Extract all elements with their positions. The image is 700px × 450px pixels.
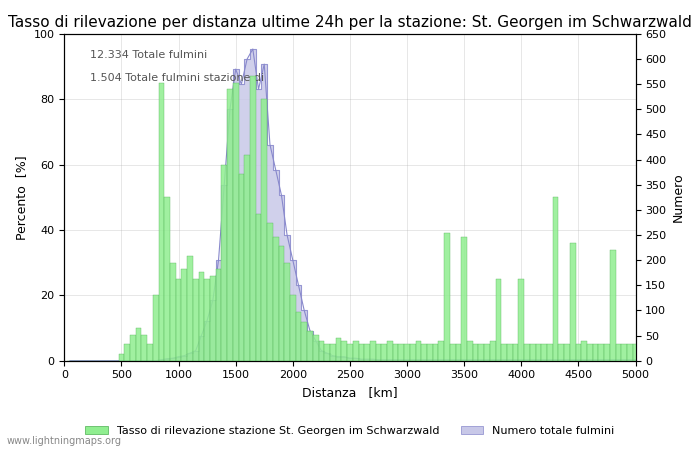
- Bar: [570, 243, 575, 361]
- Bar: [575, 344, 581, 361]
- Bar: [461, 237, 467, 361]
- Bar: [376, 344, 382, 361]
- Bar: [302, 321, 307, 361]
- Bar: [393, 344, 398, 361]
- Bar: [553, 198, 559, 361]
- Bar: [444, 233, 450, 361]
- Bar: [273, 237, 279, 361]
- Bar: [622, 344, 627, 361]
- Bar: [176, 279, 181, 361]
- Bar: [587, 344, 593, 361]
- Bar: [370, 341, 376, 361]
- Bar: [353, 341, 358, 361]
- Bar: [164, 198, 170, 361]
- Bar: [416, 341, 421, 361]
- Bar: [484, 344, 490, 361]
- Bar: [158, 83, 164, 361]
- Bar: [541, 344, 547, 361]
- Bar: [250, 76, 255, 361]
- Bar: [239, 175, 244, 361]
- Bar: [479, 344, 484, 361]
- Bar: [410, 344, 416, 361]
- Bar: [536, 344, 541, 361]
- Bar: [313, 335, 319, 361]
- Bar: [490, 341, 496, 361]
- Bar: [181, 269, 187, 361]
- Bar: [125, 344, 130, 361]
- Bar: [347, 344, 353, 361]
- Bar: [130, 335, 136, 361]
- Bar: [438, 341, 444, 361]
- Bar: [136, 328, 141, 361]
- Bar: [141, 335, 147, 361]
- X-axis label: Distanza   [km]: Distanza [km]: [302, 386, 398, 399]
- Bar: [398, 344, 404, 361]
- Bar: [559, 344, 564, 361]
- Bar: [279, 246, 284, 361]
- Bar: [210, 276, 216, 361]
- Bar: [256, 214, 261, 361]
- Bar: [233, 83, 239, 361]
- Bar: [307, 331, 313, 361]
- Bar: [261, 99, 267, 361]
- Bar: [382, 344, 387, 361]
- Bar: [244, 155, 250, 361]
- Bar: [627, 344, 633, 361]
- Bar: [450, 344, 456, 361]
- Bar: [615, 344, 622, 361]
- Bar: [187, 256, 192, 361]
- Text: 1.504 Totale fulmini stazione di: 1.504 Totale fulmini stazione di: [90, 73, 264, 83]
- Bar: [473, 344, 479, 361]
- Bar: [147, 344, 153, 361]
- Bar: [427, 344, 433, 361]
- Bar: [295, 312, 302, 361]
- Bar: [153, 295, 158, 361]
- Bar: [336, 338, 342, 361]
- Bar: [330, 344, 336, 361]
- Bar: [519, 279, 524, 361]
- Bar: [633, 344, 638, 361]
- Y-axis label: Numero: Numero: [672, 172, 685, 222]
- Bar: [216, 269, 221, 361]
- Bar: [342, 341, 347, 361]
- Bar: [593, 344, 598, 361]
- Title: Tasso di rilevazione per distanza ultime 24h per la stazione: St. Georgen im Sch: Tasso di rilevazione per distanza ultime…: [8, 15, 692, 30]
- Text: www.lightningmaps.org: www.lightningmaps.org: [7, 436, 122, 446]
- Bar: [501, 344, 507, 361]
- Bar: [507, 344, 513, 361]
- Bar: [364, 344, 370, 361]
- Bar: [221, 165, 227, 361]
- Bar: [204, 279, 210, 361]
- Bar: [404, 344, 410, 361]
- Bar: [421, 344, 427, 361]
- Bar: [227, 90, 233, 361]
- Y-axis label: Percento  [%]: Percento [%]: [15, 155, 28, 240]
- Bar: [496, 279, 501, 361]
- Bar: [547, 344, 553, 361]
- Bar: [387, 341, 393, 361]
- Bar: [267, 224, 273, 361]
- Text: 12.334 Totale fulmini: 12.334 Totale fulmini: [90, 50, 207, 60]
- Bar: [358, 344, 364, 361]
- Bar: [524, 344, 530, 361]
- Bar: [610, 250, 615, 361]
- Bar: [604, 344, 610, 361]
- Bar: [290, 295, 295, 361]
- Bar: [284, 263, 290, 361]
- Bar: [199, 273, 204, 361]
- Bar: [433, 344, 438, 361]
- Bar: [118, 354, 125, 361]
- Bar: [513, 344, 519, 361]
- Bar: [564, 344, 570, 361]
- Bar: [324, 344, 330, 361]
- Bar: [467, 341, 473, 361]
- Bar: [530, 344, 536, 361]
- Bar: [193, 279, 199, 361]
- Bar: [598, 344, 604, 361]
- Bar: [170, 263, 176, 361]
- Bar: [456, 344, 461, 361]
- Bar: [318, 341, 324, 361]
- Legend: Tasso di rilevazione stazione St. Georgen im Schwarzwald, Numero totale fulmini: Tasso di rilevazione stazione St. George…: [81, 421, 619, 440]
- Bar: [581, 341, 587, 361]
